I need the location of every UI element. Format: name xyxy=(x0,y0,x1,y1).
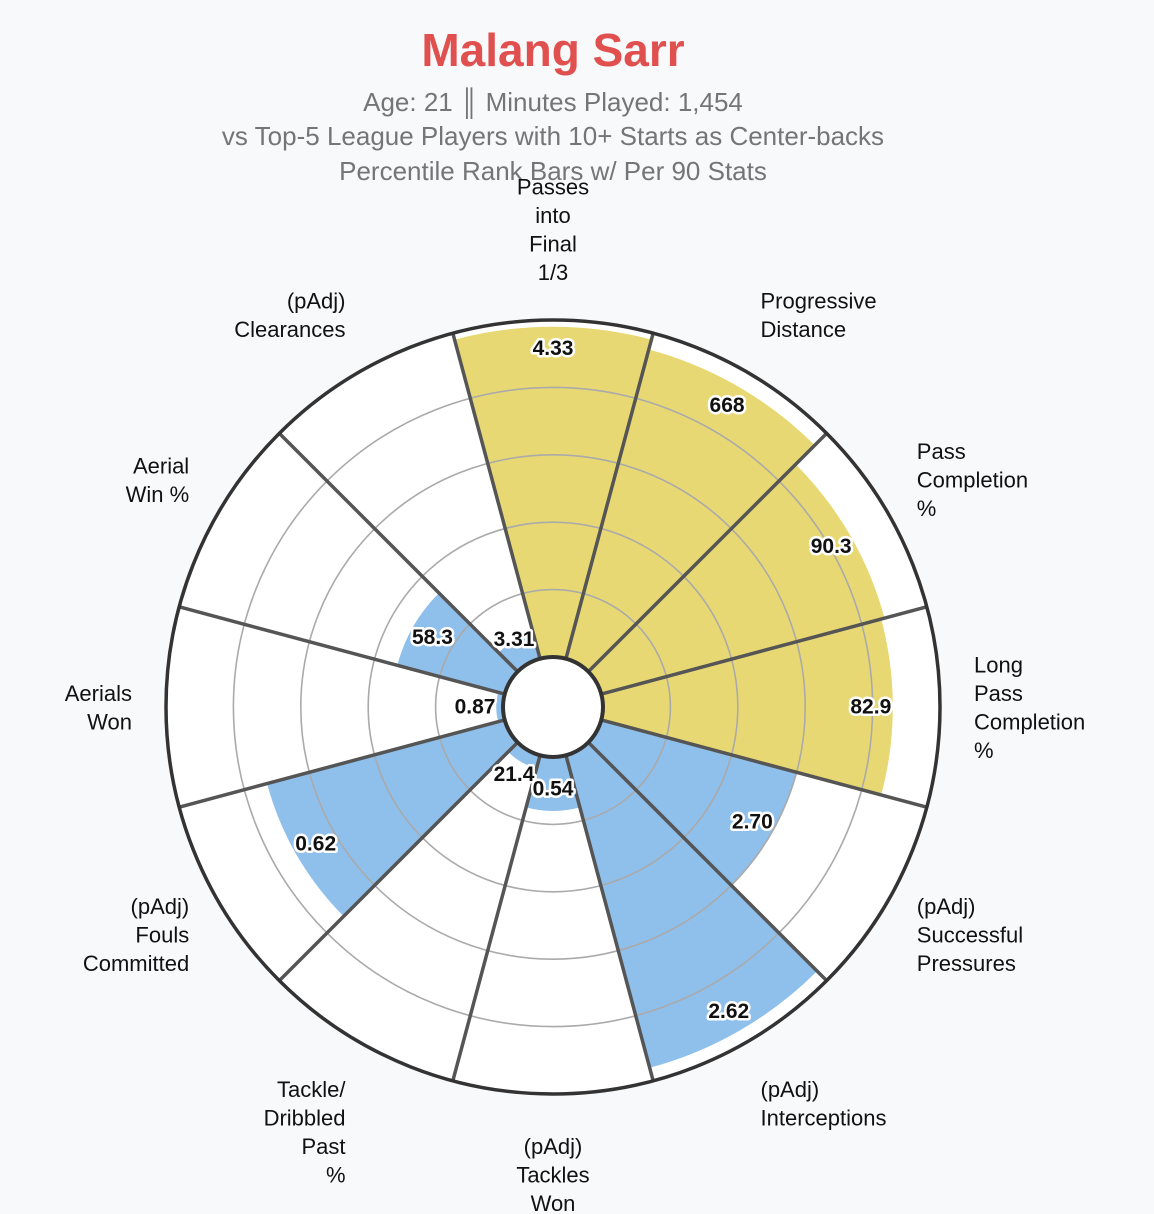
value-label: 0.54 xyxy=(533,777,574,800)
category-label-line: Aerials xyxy=(65,680,132,705)
category-label-line: (pAdj) xyxy=(917,894,976,919)
category-label-line: Won xyxy=(87,709,132,734)
grid-ring-20 xyxy=(434,588,672,826)
outer-ring xyxy=(164,318,942,1096)
category-label-line: Past xyxy=(301,1133,345,1158)
category-label-line: Dribbled xyxy=(264,1105,346,1130)
value-label: 21.4 xyxy=(494,763,535,786)
spoke-10 xyxy=(178,605,506,696)
spoke-2 xyxy=(587,432,828,673)
center-hole xyxy=(501,655,605,759)
chart-title: Malang Sarr xyxy=(421,24,685,76)
spoke-9 xyxy=(178,718,506,809)
bar-padj-fouls-committed xyxy=(267,719,518,917)
category-label-line: (pAdj) xyxy=(131,894,190,919)
spoke-3 xyxy=(600,605,928,696)
category-label-line: into xyxy=(535,203,570,228)
category-label-line: Pressures xyxy=(917,951,1016,976)
category-label-line: Aerial xyxy=(133,453,189,478)
category-label: (pAdj) Fouls Committed xyxy=(83,894,189,976)
subtitle-description: Percentile Rank Bars w/ Per 90 Stats xyxy=(339,156,767,186)
spokes-layer xyxy=(178,332,928,1082)
category-label-line: (pAdj) xyxy=(524,1134,583,1159)
bar-passes-into-final-1-3 xyxy=(454,326,652,659)
category-label-line: Final xyxy=(529,231,577,256)
subtitle-comparison: vs Top-5 League Players with 10+ Starts … xyxy=(221,121,885,151)
grid-ring-60 xyxy=(299,453,806,960)
category-label: (pAdj) Interceptions xyxy=(761,1076,887,1130)
category-labels-layer: Passes into Final 1/3 Progressive Distance Pas… xyxy=(65,174,1086,1214)
spoke-5 xyxy=(587,741,828,982)
category-label-line: Passes xyxy=(517,174,589,199)
category-label-line: % xyxy=(917,496,937,521)
grid-ring-80 xyxy=(232,386,874,1028)
category-label: Aerial Win % xyxy=(126,453,190,507)
category-label-line: Successful xyxy=(917,922,1023,947)
value-label: 668 xyxy=(710,394,745,417)
category-label-line: Completion xyxy=(917,467,1028,492)
category-label-line: Tackles xyxy=(516,1162,589,1187)
value-label: 82.9 xyxy=(850,696,891,719)
value-label: 0.62 xyxy=(295,833,336,856)
spoke-0 xyxy=(451,332,542,660)
spoke-4 xyxy=(600,718,928,809)
category-label-line: Win % xyxy=(126,481,190,506)
category-label-line: Long xyxy=(974,652,1023,677)
category-label-line: (pAdj) xyxy=(761,1076,820,1101)
category-label-line: 1/3 xyxy=(538,260,569,285)
ring-layer xyxy=(164,318,942,1096)
bar-tackle-dribbled-past xyxy=(508,742,541,769)
category-label-line: Pass xyxy=(917,439,966,464)
category-label: (pAdj) Clearances xyxy=(234,288,345,342)
category-label-line: Progressive xyxy=(761,288,877,313)
value-label: 0.87 xyxy=(455,696,496,719)
spoke-6 xyxy=(564,754,655,1082)
category-label-line: Committed xyxy=(83,951,189,976)
category-label: (pAdj) Tackles Won xyxy=(516,1134,589,1214)
category-label-line: Completion xyxy=(974,709,1085,734)
category-label-line: Distance xyxy=(761,317,847,342)
category-label-line: Tackle/ xyxy=(277,1076,346,1101)
category-label-line: % xyxy=(974,737,994,762)
bar-long-pass-completion xyxy=(601,619,893,795)
category-label-line: Pass xyxy=(974,680,1023,705)
bar-padj-successful-pressures xyxy=(588,719,797,886)
category-label-line: Fouls xyxy=(135,922,189,947)
value-label: 58.3 xyxy=(412,626,453,649)
category-label: Long Pass Completion% xyxy=(974,652,1085,763)
value-label: 90.3 xyxy=(811,535,852,558)
grid-layer xyxy=(232,386,874,1028)
spoke-11 xyxy=(278,432,519,673)
category-label: Pass Completion% xyxy=(917,439,1028,521)
category-label-line: Won xyxy=(531,1191,576,1214)
value-label: 2.70 xyxy=(732,811,773,834)
value-label: 2.62 xyxy=(708,1000,749,1023)
category-label-line: % xyxy=(326,1162,346,1187)
category-label: Aerials Won xyxy=(65,680,132,734)
grid-ring-40 xyxy=(367,521,739,893)
subtitle-age-minutes: Age: 21 ║ Minutes Played: 1,454 xyxy=(363,87,743,117)
category-label: Tackle/Dribbled Past% xyxy=(264,1076,347,1187)
category-label-line: Clearances xyxy=(234,317,345,342)
category-label: Progressive Distance xyxy=(761,288,877,342)
bar-padj-tackles-won xyxy=(526,755,580,811)
category-label: (pAdj) Successful Pressures xyxy=(917,894,1023,976)
spoke-1 xyxy=(564,332,655,660)
value-label: 3.31 xyxy=(494,628,535,651)
spoke-7 xyxy=(451,754,542,1082)
category-label: Passes into Final 1/3 xyxy=(517,174,589,285)
category-label-line: (pAdj) xyxy=(287,288,346,313)
value-label: 4.33 xyxy=(533,337,574,360)
spoke-8 xyxy=(278,741,519,982)
category-label-line: Interceptions xyxy=(761,1105,887,1130)
bar-aerial-win xyxy=(397,593,518,695)
